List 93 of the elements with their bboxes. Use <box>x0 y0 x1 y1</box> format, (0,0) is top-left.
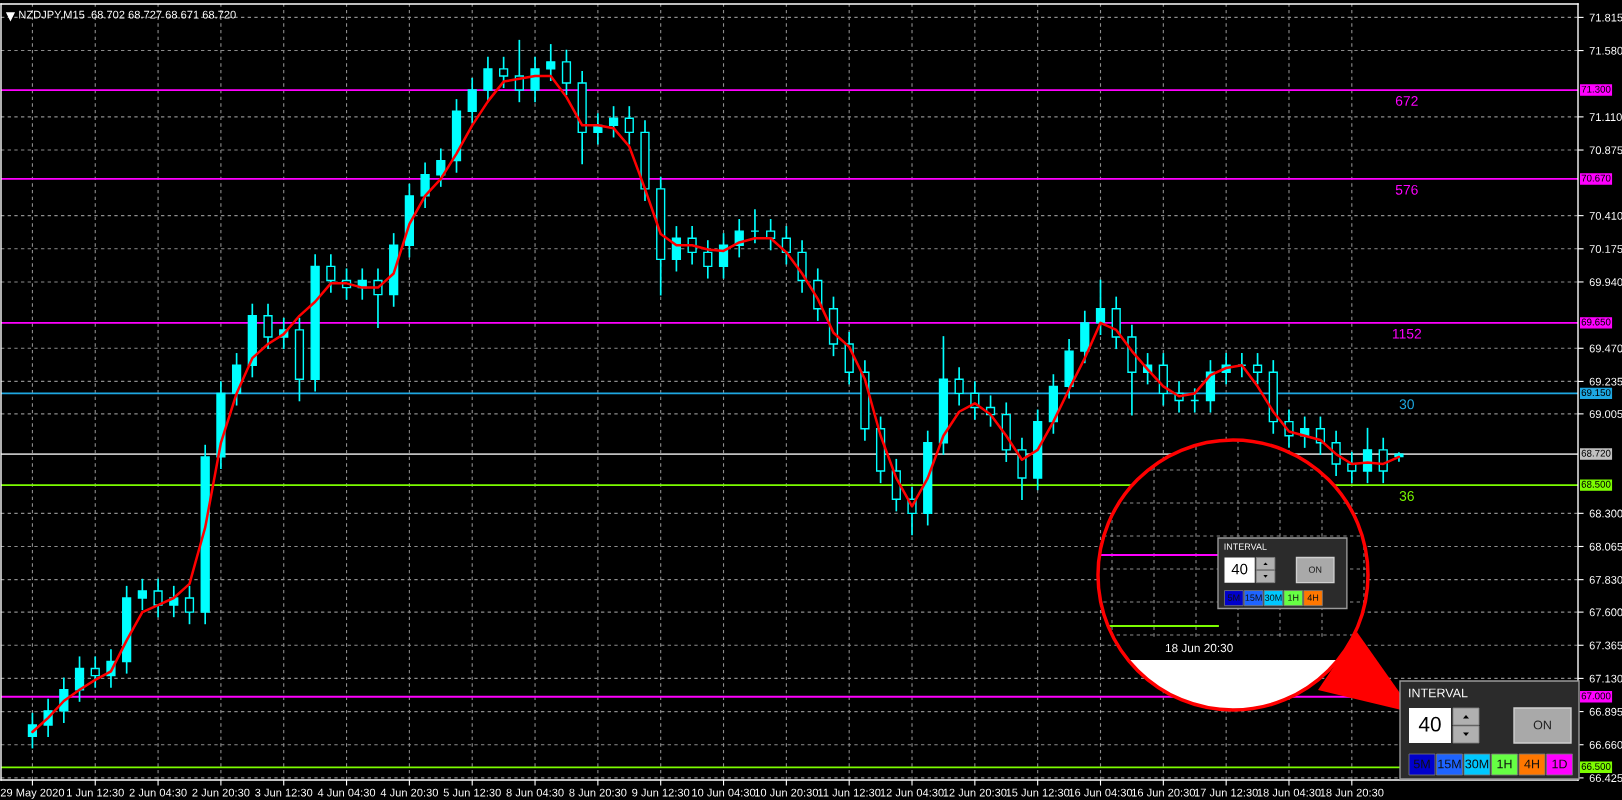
candlestick <box>137 578 147 611</box>
annotation: 576 <box>1395 184 1418 195</box>
annotation: 4H <box>1307 594 1319 601</box>
candlestick <box>530 56 540 103</box>
ref-line-label: 70.670 <box>1581 174 1611 182</box>
candlestick <box>546 44 556 82</box>
ref-line-label: 68.500 <box>1581 480 1611 488</box>
x-tick-label: 12 Jun 04:30 <box>880 788 944 797</box>
ref-line-label: 69.150 <box>1581 389 1611 397</box>
candlestick <box>499 56 509 89</box>
annotation: 1H <box>1288 594 1299 601</box>
text: INTERVAL <box>1409 688 1468 698</box>
y-tick-label: 66.895 <box>1589 707 1622 716</box>
candlestick <box>184 585 195 625</box>
y-tick-label: 68.065 <box>1589 542 1622 551</box>
x-tick-label: 3 Jun 12:30 <box>255 788 313 797</box>
y-tick-label: 71.815 <box>1589 13 1622 22</box>
ref-line-label: 68.720 <box>1581 449 1611 457</box>
y-tick-label: 69.235 <box>1589 377 1622 386</box>
x-tick-label: 18 Jun 20:30 <box>1320 788 1384 797</box>
y-tick-label: 71.580 <box>1589 46 1622 55</box>
y-tick-label: 69.005 <box>1589 410 1622 418</box>
candlestick <box>1095 279 1106 335</box>
x-tick-label: 29 May 2020 <box>0 788 65 799</box>
x-tick-label: 2 Jun 04:30 <box>129 788 187 797</box>
candlestick <box>263 303 273 350</box>
text: 5M <box>1413 759 1430 769</box>
candlestick <box>703 240 713 279</box>
x-tick-label: 16 Jun 20:30 <box>1132 788 1196 797</box>
annotation: 5M <box>1227 594 1240 601</box>
ref-line-label: 71.300 <box>1581 85 1611 93</box>
annotation: 36 <box>1399 491 1414 501</box>
candlestick <box>624 106 634 145</box>
y-tick-label: 67.830 <box>1589 575 1622 584</box>
ref-line-label: 66.500 <box>1581 763 1611 770</box>
candlestick <box>954 367 964 406</box>
y-tick-label: 69.940 <box>1589 278 1622 287</box>
text: 1D <box>1552 759 1567 769</box>
text: 30M <box>1465 759 1489 769</box>
x-tick-label: 16 Jun 04:30 <box>1069 788 1133 797</box>
text: 40 <box>1418 716 1441 732</box>
y-tick-label: 71.110 <box>1589 113 1622 122</box>
y-tick-label: 67.130 <box>1589 674 1622 683</box>
x-tick-label: 10 Jun 20:30 <box>755 788 819 797</box>
x-tick-label: 8 Jun 20:30 <box>569 788 627 797</box>
x-tick-label: 9 Jun 12:30 <box>632 788 690 797</box>
annotation: 1152 <box>1392 328 1422 339</box>
candlestick <box>483 56 493 103</box>
annotation: 30 <box>1399 399 1414 410</box>
y-tick-label: 69.470 <box>1589 344 1622 353</box>
annotation: ON <box>1308 566 1322 573</box>
annotation: 15M <box>1245 594 1262 601</box>
y-tick-label: 66.660 <box>1589 740 1622 749</box>
category-label: 18 Jun 20:30 <box>1165 643 1233 653</box>
x-tick-label: 10 Jun 04:30 <box>692 788 756 797</box>
candlestick <box>467 77 477 124</box>
ref-line-label: 67.000 <box>1581 692 1611 700</box>
annotation: 40 <box>1231 563 1248 575</box>
candlestick <box>90 656 100 688</box>
x-tick-label: 4 Jun 20:30 <box>380 788 438 797</box>
candlestick <box>1252 353 1263 385</box>
ref-line-label: 69.650 <box>1581 318 1611 326</box>
y-tick-label: 66.425 <box>1589 774 1622 783</box>
x-tick-label: 17 Jun 12:30 <box>1194 788 1258 797</box>
candlestick <box>436 148 446 187</box>
y-tick-label: 67.600 <box>1589 608 1622 617</box>
y-tick-label: 70.875 <box>1589 146 1622 155</box>
x-tick-label: 15 Jun 12:30 <box>1006 788 1070 797</box>
text: 4H <box>1524 759 1539 769</box>
x-tick-label: 12 Jun 20:30 <box>943 788 1007 797</box>
y-tick-label: 68.300 <box>1589 509 1622 518</box>
annotation: INTERVAL <box>1224 543 1267 550</box>
annotation: 30M <box>1265 594 1282 601</box>
y-tick-label: 67.365 <box>1589 641 1622 650</box>
annotation: 672 <box>1395 95 1418 106</box>
x-tick-label: 2 Jun 20:30 <box>192 788 250 797</box>
x-tick-label: 4 Jun 04:30 <box>317 788 376 797</box>
x-tick-label: 11 Jun 12:30 <box>818 788 881 797</box>
y-tick-label: 70.410 <box>1589 211 1622 220</box>
x-tick-label: 18 Jun 04:30 <box>1257 788 1321 797</box>
x-tick-label: 1 Jun 12:30 <box>67 788 124 797</box>
text: ON <box>1533 720 1551 730</box>
candlestick <box>561 49 572 96</box>
x-tick-label: 8 Jun 04:30 <box>506 788 564 797</box>
candlestick <box>153 578 163 618</box>
y-tick-label: 70.175 <box>1589 245 1622 253</box>
candlestick <box>420 162 430 209</box>
candlestick <box>326 254 336 293</box>
text: 1H <box>1497 759 1512 769</box>
text: NZDJPY,M15 68.702 68.727 68.671 68.720 <box>19 10 236 20</box>
text: 15M <box>1438 759 1461 769</box>
candlestick <box>608 106 619 138</box>
x-tick-label: 5 Jun 12:30 <box>443 788 501 797</box>
